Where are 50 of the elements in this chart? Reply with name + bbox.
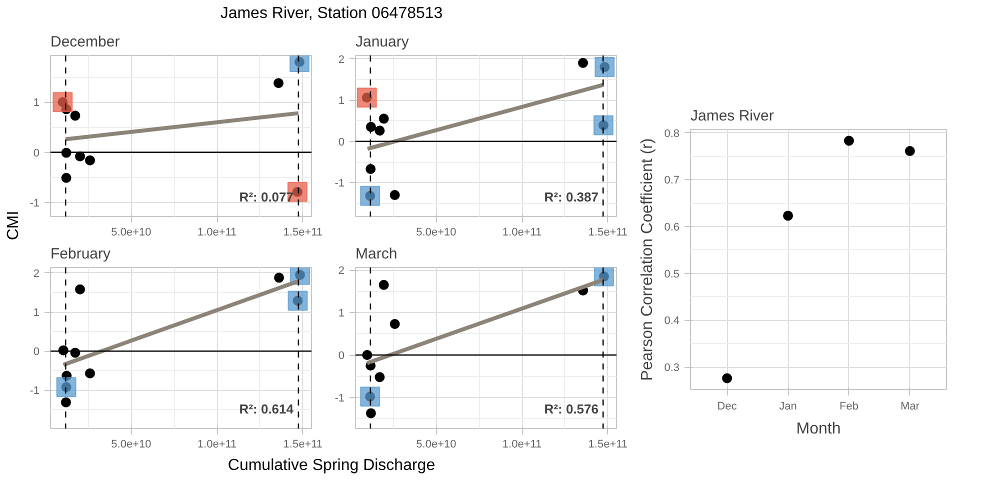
y-tick-label: 2 xyxy=(338,54,345,66)
y-tick-label: 0.5 xyxy=(664,268,680,280)
chart-title: James River xyxy=(690,108,774,124)
chart-title: February xyxy=(50,246,112,262)
y-tick-label: 0.6 xyxy=(664,221,680,234)
x-tick-label: Feb xyxy=(840,400,858,412)
x-tick-label: 5.0e+10 xyxy=(111,438,152,450)
x-tick-label: 5.0e+10 xyxy=(416,226,456,238)
x-tick-label: Mar xyxy=(900,400,920,412)
chart-title: March xyxy=(356,246,398,262)
text: James River, Station 06478513 xyxy=(220,5,443,22)
annotation: R²: 0.387 xyxy=(544,190,599,204)
x-tick-label: Jan xyxy=(779,400,797,412)
y-tick-label: -1 xyxy=(30,197,40,210)
y-tick-label: 2 xyxy=(33,268,40,280)
x-tick-label: 1.5e+11 xyxy=(588,226,628,238)
x-tick-label: 5.0e+10 xyxy=(111,226,152,238)
y-tick-label: 0.8 xyxy=(664,128,680,140)
y-tick-label: 0 xyxy=(33,346,40,358)
x-tick-label: 1.0e+11 xyxy=(502,438,542,450)
x-axis-title: Month xyxy=(796,420,841,438)
x-tick-label: 1.5e+11 xyxy=(283,226,323,238)
y-tick-label: 1 xyxy=(338,95,345,108)
y-tick-label: 0.4 xyxy=(664,315,680,328)
y-tick-label: 2 xyxy=(338,265,345,278)
y-tick-label: -1 xyxy=(334,392,344,404)
x-tick-label: Dec xyxy=(717,400,738,412)
y-axis-title: CMI xyxy=(5,210,22,240)
x-tick-label: 1.0e+11 xyxy=(197,226,237,238)
chart-title: January xyxy=(356,34,410,50)
annotation: R²: 0.576 xyxy=(544,402,599,416)
x-tick-label: 5.0e+10 xyxy=(416,438,456,450)
y-tick-label: 1 xyxy=(33,97,40,110)
x-tick-label: 1.5e+11 xyxy=(588,438,628,450)
annotation: R²: 0.614 xyxy=(239,402,294,416)
y-tick-label: -1 xyxy=(30,385,40,398)
y-tick-label: 0.3 xyxy=(664,362,680,374)
chart-title: December xyxy=(50,34,120,50)
y-tick-label: 0 xyxy=(338,350,345,362)
y-tick-label: 0 xyxy=(338,136,345,148)
y-tick-label: 0.7 xyxy=(664,174,680,187)
x-tick-label: 1.0e+11 xyxy=(197,438,237,450)
x-tick-label: 1.5e+11 xyxy=(283,438,323,450)
y-tick-label: -1 xyxy=(334,178,344,190)
y-axis-title: Pearson Correlation Coefficient (r) xyxy=(639,138,656,381)
x-tick-label: 1.0e+11 xyxy=(502,226,542,238)
y-tick-label: 0 xyxy=(33,147,40,160)
y-tick-label: 1 xyxy=(338,308,345,320)
x-axis-title: Cumulative Spring Discharge xyxy=(228,457,436,474)
y-tick-label: 1 xyxy=(33,307,40,320)
